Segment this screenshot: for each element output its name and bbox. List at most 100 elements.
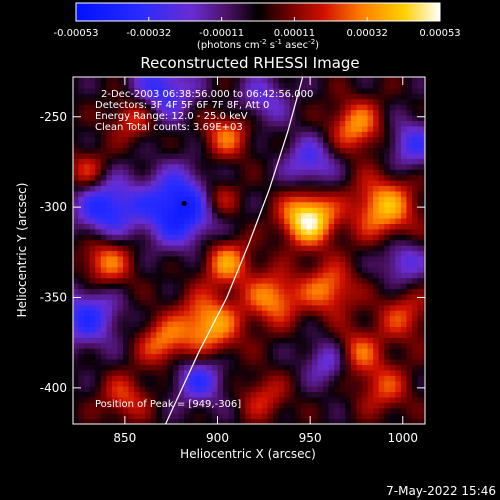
heatmap-cell — [195, 131, 202, 138]
heatmap-cell — [73, 98, 80, 105]
heatmap-cell — [100, 239, 107, 246]
heatmap-cell — [384, 104, 391, 111]
heatmap-cell — [417, 283, 424, 290]
heatmap-cell — [384, 239, 391, 246]
heatmap-cell — [111, 288, 119, 295]
heatmap-cell — [134, 131, 141, 138]
heatmap-cell — [323, 402, 330, 409]
heatmap-cell — [261, 147, 269, 154]
heatmap-cell — [228, 353, 235, 360]
heatmap-cell — [362, 212, 369, 219]
heatmap-cell — [289, 326, 296, 333]
heatmap-cell — [134, 163, 141, 170]
heatmap-cell — [173, 342, 180, 349]
heatmap-cell — [245, 120, 252, 127]
heatmap-cell — [206, 82, 213, 89]
heatmap-cell — [111, 277, 119, 284]
heatmap-cell — [278, 114, 285, 121]
heatmap-cell — [389, 266, 396, 273]
heatmap-cell — [339, 87, 346, 94]
heatmap-cell — [273, 93, 280, 100]
heatmap-cell — [134, 418, 141, 424]
heatmap-cell — [378, 380, 385, 387]
heatmap-cell — [362, 174, 369, 181]
heatmap-cell — [406, 272, 413, 279]
heatmap-cell — [345, 337, 352, 344]
heatmap-cell — [195, 82, 202, 89]
heatmap-cell — [289, 234, 296, 241]
heatmap-cell — [178, 380, 185, 387]
heatmap-cell — [306, 109, 313, 116]
heatmap-cell — [295, 288, 302, 295]
heatmap-cell — [362, 293, 369, 300]
heatmap-cell — [84, 207, 91, 214]
heatmap-cell — [189, 87, 196, 94]
heatmap-cell — [311, 283, 319, 290]
heatmap-cell — [311, 201, 319, 208]
heatmap-cell — [356, 147, 363, 154]
heatmap-cell — [139, 310, 146, 317]
heatmap-cell — [78, 207, 85, 214]
heatmap-cell — [234, 82, 241, 89]
heatmap-cell — [178, 277, 185, 284]
heatmap-cell — [134, 180, 141, 187]
heatmap-cell — [200, 266, 207, 273]
heatmap-cell — [217, 369, 224, 376]
heatmap-cell — [356, 391, 363, 398]
heatmap-cell — [200, 288, 207, 295]
heatmap-cell — [278, 239, 285, 246]
heatmap-cell — [417, 250, 424, 257]
heatmap-cell — [250, 98, 258, 105]
heatmap-cell — [356, 239, 363, 246]
heatmap-cell — [128, 396, 135, 403]
heatmap-cell — [284, 391, 291, 398]
heatmap-cell — [339, 125, 346, 132]
heatmap-cell — [261, 239, 269, 246]
heatmap-cell — [389, 234, 396, 241]
heatmap-cell — [184, 217, 191, 224]
heatmap-cell — [267, 109, 274, 116]
heatmap-cell — [89, 277, 96, 284]
heatmap-cell — [256, 245, 263, 252]
heatmap-cell — [217, 331, 224, 338]
heatmap-cell — [284, 272, 291, 279]
heatmap-cell — [250, 261, 258, 268]
heatmap-cell — [217, 142, 224, 149]
heatmap-cell — [267, 87, 274, 94]
heatmap-cell — [334, 326, 341, 333]
heatmap-cell — [200, 180, 207, 187]
heatmap-cell — [184, 163, 191, 170]
heatmap-cell — [400, 104, 408, 111]
heatmap-cell — [173, 180, 180, 187]
heatmap-cell — [317, 261, 324, 268]
heatmap-cell — [178, 304, 185, 311]
center-marker — [181, 201, 187, 207]
heatmap-cell — [178, 239, 185, 246]
heatmap-cell — [423, 277, 425, 284]
heatmap-cell — [339, 147, 346, 154]
heatmap-cell — [339, 277, 346, 284]
heatmap-cell — [261, 223, 269, 230]
heatmap-cell — [278, 77, 285, 84]
heatmap-cell — [161, 87, 169, 94]
heatmap-cell — [323, 239, 330, 246]
heatmap-cell — [423, 407, 425, 414]
heatmap-cell — [250, 337, 258, 344]
heatmap-cell — [362, 326, 369, 333]
heatmap-cell — [95, 201, 102, 208]
heatmap-cell — [178, 250, 185, 257]
heatmap-cell — [228, 364, 235, 371]
heatmap-cell — [161, 272, 169, 279]
heatmap-cell — [161, 98, 169, 105]
heatmap-cell — [211, 190, 219, 197]
heatmap-cell — [184, 169, 191, 176]
heatmap-cell — [311, 147, 319, 154]
heatmap-cell — [300, 386, 308, 393]
heatmap-cell — [150, 217, 157, 224]
heatmap-cell — [78, 174, 85, 181]
heatmap-cell — [128, 190, 135, 197]
heatmap-cell — [228, 288, 235, 295]
heatmap-cell — [117, 407, 124, 414]
heatmap-cell — [339, 131, 346, 138]
heatmap-cell — [89, 109, 96, 116]
